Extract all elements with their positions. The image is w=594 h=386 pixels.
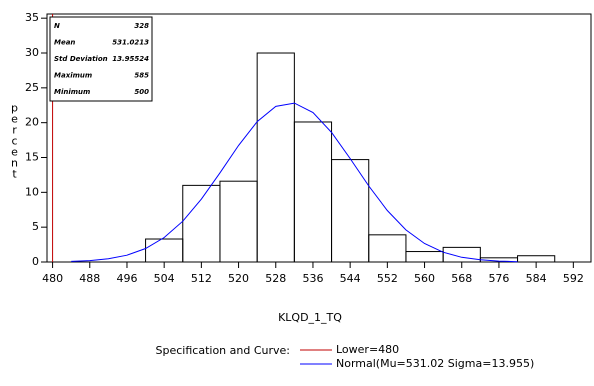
- inset-value: 328: [134, 22, 149, 30]
- y-tick-label: 25: [25, 81, 39, 94]
- bar: [256, 52, 295, 263]
- x-tick-label: 504: [154, 272, 175, 285]
- x-tick-label: 584: [526, 272, 547, 285]
- bar: [293, 121, 333, 263]
- x-tick-label: 536: [302, 272, 323, 285]
- y-tick-label: 15: [25, 151, 39, 164]
- x-tick-label: 512: [191, 272, 212, 285]
- y-tick-label: 35: [25, 11, 39, 24]
- bar: [145, 238, 184, 263]
- x-tick-label: 552: [377, 272, 398, 285]
- inset-value: 531.0213: [112, 39, 149, 47]
- legend-label: Lower=480: [336, 343, 399, 356]
- bar: [442, 246, 481, 263]
- inset-value: 500: [134, 88, 149, 96]
- bar: [182, 184, 221, 263]
- inset-frame: [49, 16, 153, 102]
- x-tick-label: 520: [228, 272, 249, 285]
- inset-label: N: [54, 22, 60, 30]
- x-axis-label: KLQD_1_TQ: [278, 311, 342, 324]
- legend-title: Specification and Curve:: [156, 344, 290, 357]
- x-tick-label: 592: [563, 272, 584, 285]
- inset-value: 585: [134, 72, 149, 80]
- inset-label: Maximum: [54, 72, 92, 80]
- y-tick-label: 5: [32, 220, 39, 233]
- y-axis-label: percent: [8, 102, 21, 179]
- x-tick-label: 544: [340, 272, 361, 285]
- inset-box: N 328 Mean 531.0213 Std Deviation 13.95524 Max…: [49, 16, 153, 102]
- inset-value: 13.95524: [112, 55, 149, 63]
- x-tick-label: 560: [414, 272, 435, 285]
- inset-label: Std Deviation: [54, 55, 108, 63]
- inset-label: Mean: [54, 39, 75, 47]
- x-tick-label: 480: [42, 272, 63, 285]
- bar: [368, 234, 407, 263]
- legend-label: Normal(Mu=531.02 Sigma=13.955): [336, 357, 534, 370]
- inset-label: Minimum: [54, 88, 90, 96]
- x-tick-label: 576: [488, 272, 509, 285]
- bar: [405, 251, 444, 263]
- bar: [331, 159, 370, 263]
- x-tick-label: 488: [79, 272, 100, 285]
- bar: [219, 180, 258, 263]
- x-tick-label: 496: [116, 272, 137, 285]
- y-tick-label: 10: [25, 185, 39, 198]
- y-tick-label: 20: [25, 116, 39, 129]
- y-tick-label: 0: [32, 255, 39, 268]
- bar: [517, 255, 556, 263]
- normal-curve: [71, 102, 518, 263]
- x-tick-label: 568: [451, 272, 472, 285]
- x-tick-label: 528: [265, 272, 286, 285]
- y-tick-label: 30: [25, 46, 39, 59]
